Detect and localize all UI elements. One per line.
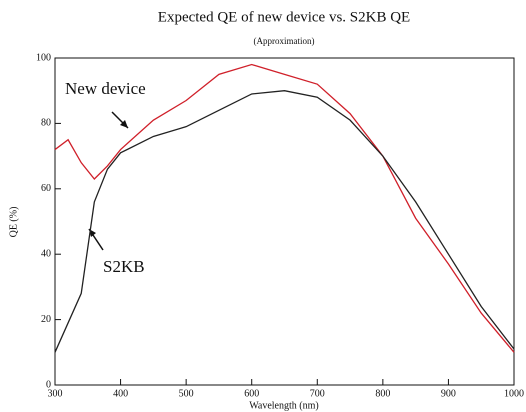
y-tick-label: 20 (41, 314, 51, 325)
annotation: S2KB (103, 257, 145, 276)
x-tick-label: 500 (179, 388, 194, 399)
x-tick-label: 1000 (504, 388, 524, 399)
x-tick-label: 900 (441, 388, 456, 399)
x-tick-label: 700 (310, 388, 325, 399)
y-tick-label: 40 (41, 248, 51, 259)
x-axis-label: Wavelength (nm) (249, 400, 318, 411)
arrow-head (120, 120, 128, 128)
y-axis-label: QE (%) (8, 207, 19, 238)
chart-subtitle: (Approximation) (254, 36, 315, 46)
x-tick-label: 600 (244, 388, 259, 399)
y-tick-label: 60 (41, 183, 51, 194)
plot-frame (54, 57, 515, 386)
annotation: New device (65, 79, 146, 98)
x-tick-label: 300 (48, 388, 63, 399)
x-tick-label: 800 (375, 388, 390, 399)
y-tick-label: 0 (46, 379, 51, 390)
x-tick-label: 400 (113, 388, 128, 399)
series-line (54, 63, 515, 353)
y-tick-label: 100 (36, 52, 51, 63)
y-tick-label: 80 (41, 118, 51, 129)
chart-title: Expected QE of new device vs. S2KB QE (158, 9, 410, 25)
series-line (54, 90, 515, 353)
